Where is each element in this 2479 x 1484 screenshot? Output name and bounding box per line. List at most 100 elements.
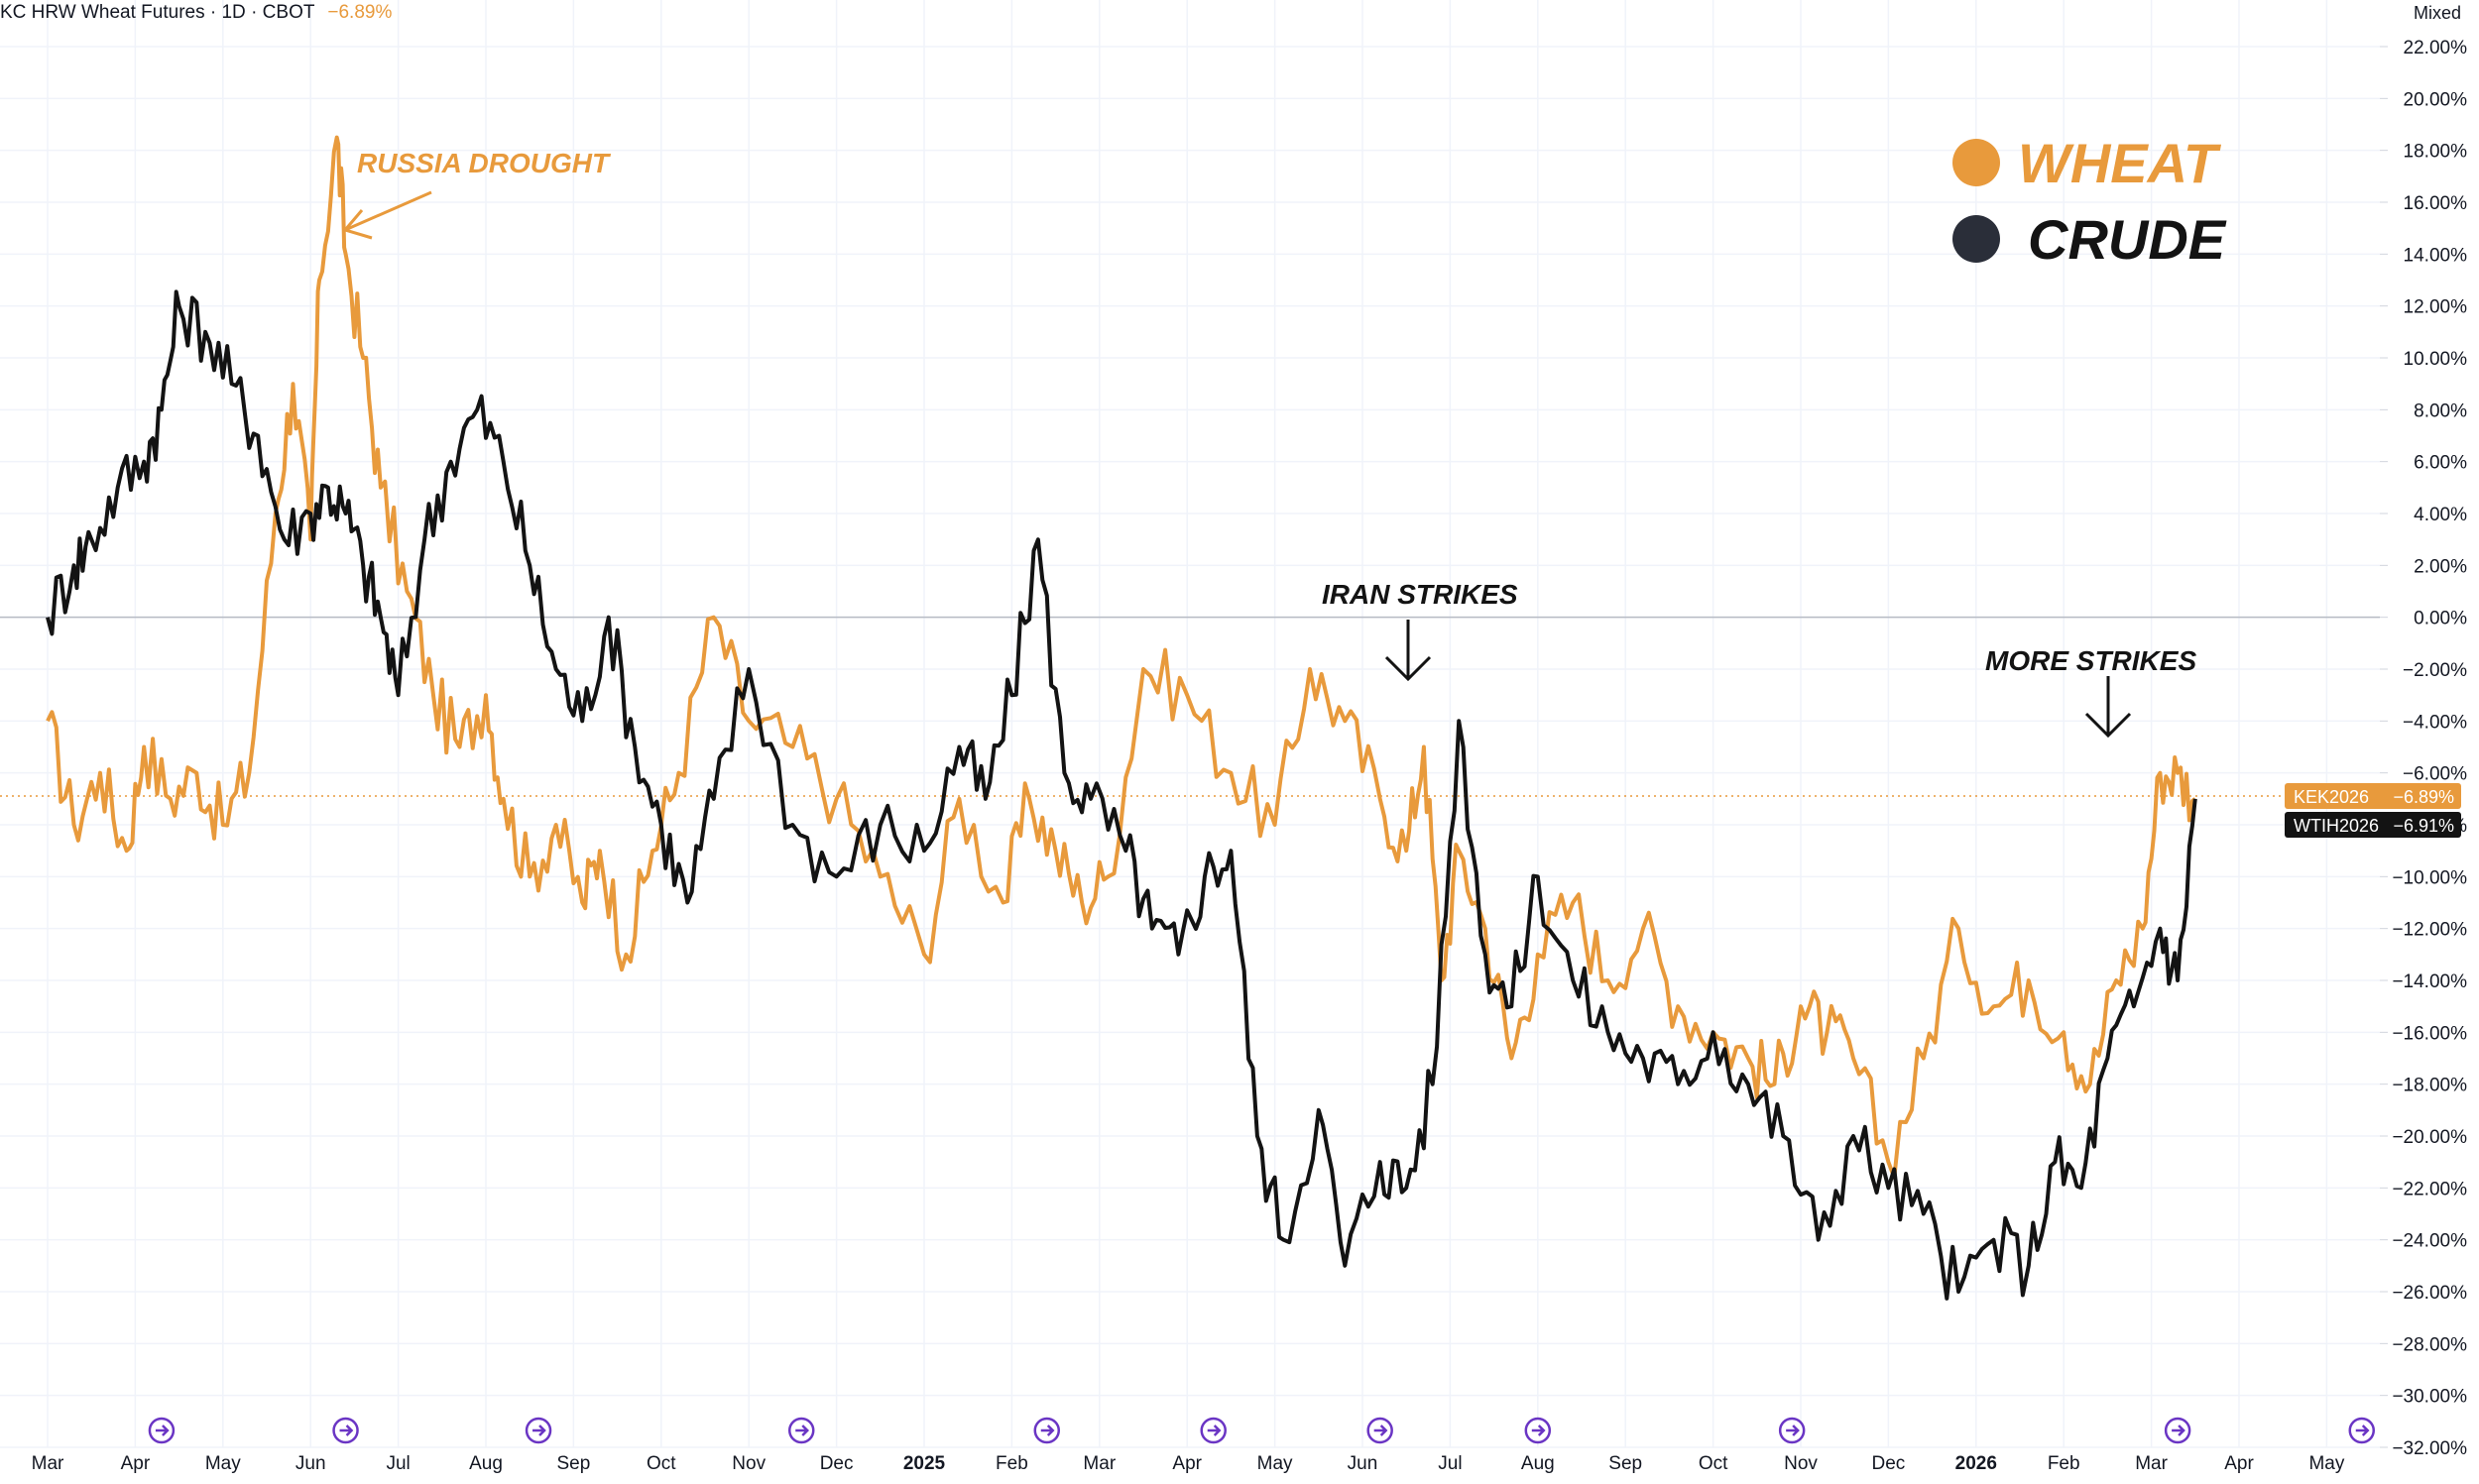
- x-tick-label: Oct: [1699, 1453, 1728, 1474]
- price-label-value: −6.91%: [2393, 816, 2454, 836]
- price-label-kek2026: KEK2026 −6.89%: [2285, 782, 2461, 809]
- y-tick-label: −6.00%: [2403, 764, 2467, 785]
- dividend-forward-icon[interactable]: [1524, 1417, 1552, 1444]
- event-markers: [148, 1417, 2376, 1444]
- y-tick-label: 18.00%: [2404, 142, 2468, 163]
- y-tick-label: −12.00%: [2392, 920, 2467, 941]
- x-tick-label: Jul: [386, 1453, 410, 1474]
- x-tick-label: Jun: [295, 1453, 326, 1474]
- x-tick-label: May: [205, 1453, 241, 1474]
- y-tick-label: −32.00%: [2392, 1438, 2467, 1459]
- legend-wheat-label: WHEAT: [2018, 132, 2222, 194]
- y-tick-label: −20.00%: [2392, 1127, 2467, 1148]
- x-tick-label: Dec: [820, 1453, 854, 1474]
- symbol-change: −6.89%: [327, 2, 393, 23]
- x-tick-label: Sep: [1608, 1453, 1642, 1474]
- arrow-more-strikes: [2084, 676, 2132, 739]
- arrow-iran-strikes: [1384, 620, 1432, 682]
- dividend-forward-icon[interactable]: [2348, 1417, 2376, 1444]
- annotation-iran-strikes: IRAN STRIKES: [1322, 579, 1518, 610]
- y-tick-label: 22.00%: [2404, 38, 2468, 58]
- price-label-symbol: KEK2026: [2294, 787, 2369, 807]
- y-tick-label: 14.00%: [2404, 245, 2468, 266]
- series-wheat-line[interactable]: [46, 135, 2197, 1180]
- x-tick-label: Aug: [469, 1453, 503, 1474]
- dividend-forward-icon[interactable]: [1778, 1417, 1806, 1444]
- annotations: RUSSIA DROUGHT IRAN STRIKES MORE STRIKES: [342, 148, 2196, 739]
- x-tick-label: Nov: [1784, 1453, 1818, 1474]
- x-tick-label: Feb: [996, 1453, 1028, 1474]
- y-tick-label: −24.00%: [2392, 1231, 2467, 1252]
- arrow-russia-drought: [342, 190, 432, 240]
- x-tick-label: Apr: [2224, 1453, 2254, 1474]
- x-tick-label: 2025: [903, 1453, 946, 1474]
- annotation-russia-drought: RUSSIA DROUGHT: [357, 148, 612, 178]
- dividend-forward-icon[interactable]: [2164, 1417, 2191, 1444]
- x-tick-label: 2026: [1955, 1453, 1997, 1474]
- y-tick-label: 8.00%: [2414, 400, 2467, 421]
- chart-header: KC HRW Wheat Futures · 1D · CBOT −6.89%: [0, 2, 392, 24]
- x-tick-label: Dec: [1872, 1453, 1906, 1474]
- x-tick-label: Apr: [1172, 1453, 1202, 1474]
- x-tick-label: Feb: [2048, 1453, 2080, 1474]
- zero-line: [0, 616, 2380, 797]
- y-tick-label: −22.00%: [2392, 1179, 2467, 1199]
- x-axis: Mar Apr May Jun Jul Aug Sep Oct Nov Dec 2025 Feb Mar…: [32, 1453, 2345, 1474]
- y-tick-label: −14.00%: [2392, 971, 2467, 992]
- y-tick-label: 4.00%: [2414, 505, 2467, 525]
- price-label-value: −6.89%: [2393, 787, 2454, 807]
- symbol-name[interactable]: KC HRW Wheat Futures: [0, 2, 205, 23]
- y-tick-label: −30.00%: [2392, 1387, 2467, 1408]
- y-tick-label: −10.00%: [2392, 867, 2467, 888]
- x-tick-label: Sep: [556, 1453, 590, 1474]
- price-labels: KEK2026 −6.89% WTIH2026 −6.91%: [2285, 782, 2461, 838]
- x-tick-label: Aug: [1521, 1453, 1555, 1474]
- dividend-forward-icon[interactable]: [787, 1417, 815, 1444]
- y-tick-label: −2.00%: [2403, 660, 2467, 681]
- y-tick-label: −18.00%: [2392, 1076, 2467, 1096]
- y-tick-label: 6.00%: [2414, 453, 2467, 474]
- x-tick-label: Nov: [732, 1453, 766, 1474]
- x-tick-label: Mar: [1083, 1453, 1116, 1474]
- legend: WHEAT CRUDE: [1952, 132, 2227, 271]
- y-tick-label: −26.00%: [2392, 1283, 2467, 1304]
- dividend-forward-icon[interactable]: [1033, 1417, 1061, 1444]
- legend-wheat-swatch: [1952, 139, 2000, 186]
- y-tick-label: 20.00%: [2404, 89, 2468, 110]
- x-tick-label: Jul: [1438, 1453, 1462, 1474]
- dividend-forward-icon[interactable]: [1366, 1417, 1393, 1444]
- dividend-forward-icon[interactable]: [332, 1417, 359, 1444]
- y-tick-label: 16.00%: [2404, 193, 2468, 214]
- x-tick-label: Mar: [32, 1453, 64, 1474]
- annotation-more-strikes: MORE STRIKES: [1985, 645, 2196, 676]
- series-crude-line[interactable]: [46, 289, 2197, 1301]
- y-tick-label: 2.00%: [2414, 556, 2467, 577]
- x-tick-label: May: [2308, 1453, 2344, 1474]
- x-tick-label: Apr: [121, 1453, 151, 1474]
- y-tick-label: −16.00%: [2392, 1023, 2467, 1044]
- y-axis: 22.00% 20.00% 18.00% 16.00% 14.00% 12.00% 10.0…: [2380, 38, 2467, 1459]
- legend-crude-swatch: [1952, 215, 2000, 263]
- dividend-forward-icon[interactable]: [525, 1417, 552, 1444]
- x-tick-label: May: [1257, 1453, 1293, 1474]
- price-label-symbol: WTIH2026: [2294, 816, 2379, 836]
- y-tick-label: 12.00%: [2404, 297, 2468, 318]
- x-tick-label: Oct: [647, 1453, 676, 1474]
- y-tick-label: −4.00%: [2403, 712, 2467, 733]
- y-tick-label: −28.00%: [2392, 1334, 2467, 1355]
- y-tick-label: 10.00%: [2404, 349, 2468, 370]
- x-tick-label: Jun: [1348, 1453, 1378, 1474]
- exchange: CBOT: [262, 2, 315, 23]
- legend-crude-label: CRUDE: [2028, 208, 2227, 271]
- series-group: [46, 135, 2197, 1301]
- scale-mode-label[interactable]: Mixed: [2413, 3, 2461, 23]
- interval[interactable]: 1D: [221, 2, 246, 23]
- sep-2: ·: [251, 2, 263, 23]
- dividend-forward-icon[interactable]: [1200, 1417, 1227, 1444]
- dividend-forward-icon[interactable]: [148, 1417, 176, 1444]
- sep-1: ·: [209, 2, 222, 23]
- price-label-wtih2026: WTIH2026 −6.91%: [2285, 812, 2461, 838]
- y-tick-label: 0.00%: [2414, 609, 2467, 629]
